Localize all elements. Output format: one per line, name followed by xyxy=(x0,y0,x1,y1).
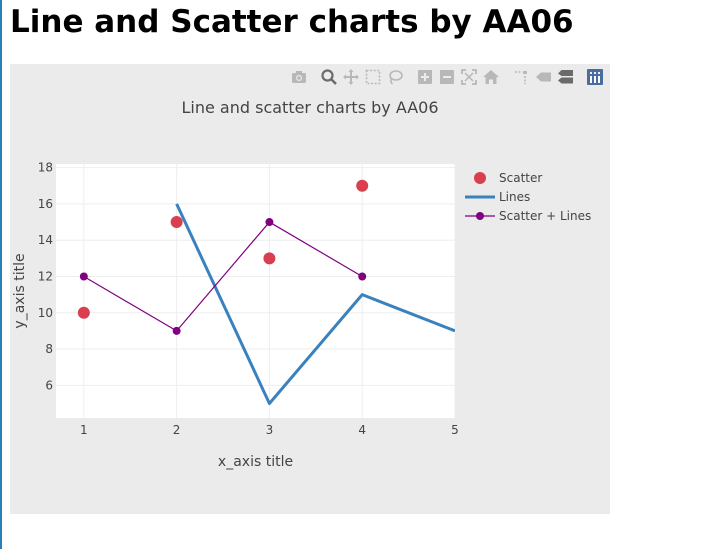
series-line[interactable] xyxy=(175,203,455,405)
y-tick-label: 10 xyxy=(38,306,53,320)
data-point[interactable] xyxy=(265,218,274,227)
hover-compare-button[interactable] xyxy=(554,68,576,86)
x-tick-label: 4 xyxy=(358,423,366,437)
x-tick-label: 1 xyxy=(80,423,88,437)
data-point[interactable] xyxy=(172,326,181,335)
y-tick-label: 18 xyxy=(38,161,53,175)
data-point[interactable] xyxy=(263,252,276,265)
legend-marker xyxy=(474,172,486,184)
series-layer xyxy=(77,179,455,405)
series-line[interactable] xyxy=(83,221,363,332)
series-lines xyxy=(175,203,455,405)
data-point[interactable] xyxy=(358,272,367,281)
zoom-out-icon xyxy=(440,70,454,84)
plotly-logo-icon xyxy=(587,69,603,85)
camera-icon xyxy=(292,71,306,83)
data-point[interactable] xyxy=(79,272,88,281)
legend-label: Lines xyxy=(499,190,530,204)
pan-button[interactable] xyxy=(340,68,362,86)
box-select-icon xyxy=(365,69,381,85)
download-plot-button[interactable] xyxy=(288,68,310,86)
plotly-logo-button[interactable] xyxy=(584,68,606,86)
hover-closest-button[interactable] xyxy=(532,68,554,86)
y-tick-label: 14 xyxy=(38,233,53,247)
lasso-select-button[interactable] xyxy=(384,68,406,86)
autoscale-icon xyxy=(461,69,477,85)
legend-item[interactable]: Lines xyxy=(465,190,530,204)
lasso-icon xyxy=(389,70,403,85)
y-tick-label: 12 xyxy=(38,269,53,283)
zoom-out-button[interactable] xyxy=(436,68,458,86)
legend-marker xyxy=(476,212,484,220)
zoom-in-icon xyxy=(418,70,432,84)
x-axis-title: x_axis title xyxy=(218,454,293,470)
data-point[interactable] xyxy=(356,179,369,192)
modebar xyxy=(288,67,606,87)
series-scatter-lines xyxy=(79,218,367,335)
x-tick-label: 5 xyxy=(451,423,459,437)
y-tick-label: 8 xyxy=(45,342,53,356)
spike-lines-icon xyxy=(515,71,527,84)
zoom-icon xyxy=(321,69,337,85)
plot-area[interactable] xyxy=(56,164,455,418)
hover-compare-icon xyxy=(558,70,573,84)
home-icon xyxy=(483,70,499,84)
reset-axes-button[interactable] xyxy=(480,68,502,86)
hover-closest-icon xyxy=(536,72,551,82)
legend[interactable]: Scatter Lines Scatter + Lines xyxy=(465,171,591,223)
page-title: Line and Scatter charts by AA06 xyxy=(10,4,574,40)
gridlines xyxy=(56,164,456,418)
data-point[interactable] xyxy=(77,306,90,319)
legend-label: Scatter xyxy=(499,171,542,185)
y-axis-title: y_axis title xyxy=(12,253,28,328)
spike-lines-button[interactable] xyxy=(510,68,532,86)
series-scatter xyxy=(77,179,369,319)
autoscale-button[interactable] xyxy=(458,68,480,86)
pan-icon xyxy=(343,69,359,85)
chart-title: Line and scatter charts by AA06 xyxy=(181,98,438,117)
data-point[interactable] xyxy=(170,216,183,229)
zoom-in-button[interactable] xyxy=(414,68,436,86)
x-tick-label: 3 xyxy=(266,423,274,437)
box-select-button[interactable] xyxy=(362,68,384,86)
legend-label: Scatter + Lines xyxy=(499,209,591,223)
x-tick-label: 2 xyxy=(173,423,181,437)
zoom-button[interactable] xyxy=(318,68,340,86)
legend-item[interactable]: Scatter + Lines xyxy=(465,209,591,223)
y-tick-label: 6 xyxy=(45,378,53,392)
plot-container[interactable]: 1 2 3 4 5 6 8 10 12 14 16 18 Line and scatter charts… xyxy=(10,64,610,514)
page-left-border xyxy=(0,0,2,549)
legend-item[interactable]: Scatter xyxy=(474,171,542,185)
y-tick-label: 16 xyxy=(38,197,53,211)
